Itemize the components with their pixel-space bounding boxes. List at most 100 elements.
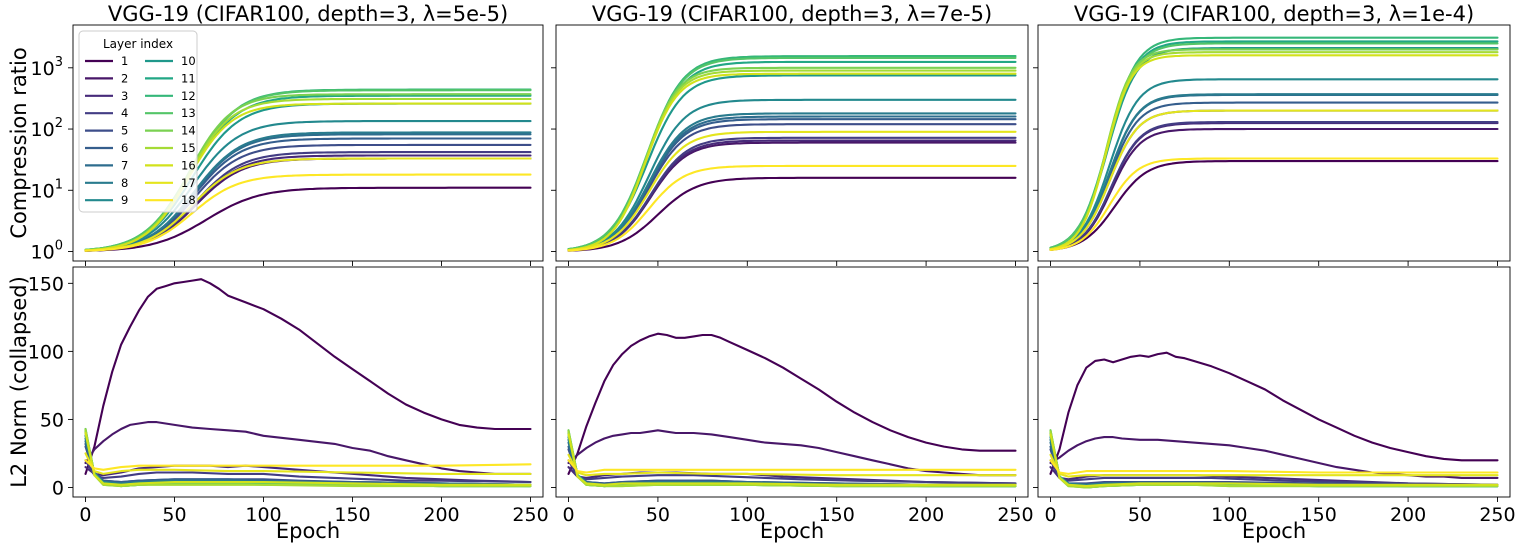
- legend-item-layer-5: 5: [85, 124, 128, 138]
- series-line-layer-16: [84, 431, 532, 486]
- legend-label: 10: [181, 54, 196, 68]
- series-line-layer-2: [1049, 127, 1499, 251]
- series-line-layer-18: [1049, 157, 1499, 252]
- panel-bottom-right: 0 50 100 150 200 250 Epoch: [1033, 266, 1516, 543]
- series-line-layer-18: [567, 164, 1017, 252]
- series-line-layer-2: [84, 421, 532, 475]
- legend-label: 17: [181, 176, 196, 190]
- series-line-layer-1: [1049, 160, 1499, 251]
- series-line-layer-16: [567, 433, 1017, 486]
- x-tick-label: 0: [562, 504, 574, 526]
- y-tick-base: 10: [31, 58, 55, 80]
- series-line-layer-17: [84, 157, 532, 252]
- legend-label: 3: [121, 89, 128, 103]
- legend-label: 13: [181, 106, 196, 120]
- legend-item-layer-8: 8: [85, 176, 128, 190]
- series-line-layer-6: [1049, 101, 1499, 251]
- panel-title: VGG-19 (CIFAR100, depth=3, λ=7e-5): [592, 2, 992, 26]
- x-tick-label: 50: [646, 504, 670, 526]
- series-line-layer-9: [84, 120, 532, 252]
- x-tick-label: 250: [997, 504, 1033, 526]
- x-tick-label: 200: [908, 504, 944, 526]
- x-axis-label: Epoch: [1242, 519, 1306, 543]
- legend-label: 2: [121, 71, 128, 85]
- series-line-layer-17: [1049, 109, 1499, 251]
- series-line-layer-18: [1049, 459, 1499, 475]
- series-line-layer-8: [567, 112, 1017, 252]
- legend-item-layer-15: 15: [145, 141, 196, 155]
- legend-label: 4: [121, 106, 128, 120]
- legend-label: 7: [121, 158, 128, 172]
- y-tick-label: 150: [28, 273, 64, 295]
- series-line-layer-3: [84, 464, 532, 484]
- legend-item-layer-10: 10: [145, 54, 196, 68]
- plot-frame: [72, 266, 544, 498]
- series-line-layer-1: [84, 278, 532, 475]
- series-line-layer-4: [1049, 459, 1499, 486]
- series-line-layer-16: [84, 102, 532, 252]
- series-line-layer-16: [1049, 433, 1499, 488]
- y-tick-exponent: 0: [55, 239, 63, 254]
- plot-frame: [1037, 266, 1511, 498]
- y-tick-base: 10: [31, 119, 55, 141]
- legend-label: 16: [181, 158, 196, 172]
- legend-item-layer-7: 7: [85, 158, 128, 172]
- legend-label: 12: [181, 89, 196, 103]
- series-line-layer-11: [567, 60, 1017, 251]
- series-line-layer-17: [84, 452, 532, 475]
- legend-item-layer-2: 2: [85, 71, 128, 85]
- series-line-layer-10: [1049, 47, 1499, 249]
- legend-item-layer-17: 17: [145, 176, 196, 190]
- series-line-layer-1: [567, 332, 1017, 475]
- x-tick-label: 50: [162, 504, 186, 526]
- legend-label: 8: [121, 176, 128, 190]
- y-tick-base: 10: [31, 180, 55, 202]
- x-tick-label: 0: [79, 504, 91, 526]
- legend-label: 15: [181, 141, 196, 155]
- legend-item-layer-14: 14: [145, 124, 196, 138]
- series-group: [84, 278, 532, 488]
- legend-item-layer-16: 16: [145, 158, 196, 172]
- series-line-layer-18: [567, 459, 1017, 474]
- series-line-layer-1: [567, 176, 1017, 252]
- y-axis-label-bottom: L2 Norm (collapsed): [7, 276, 31, 488]
- series-line-layer-5: [1049, 109, 1499, 251]
- panel-title: VGG-19 (CIFAR100, depth=3, λ=1e-4): [1074, 2, 1474, 26]
- x-tick-label: 100: [245, 504, 281, 526]
- panel-bottom-left: 0 50 100 150 200 250 Epoch 0 50 100 150: [28, 266, 549, 543]
- series-line-layer-4: [1049, 121, 1499, 251]
- legend-item-layer-12: 12: [145, 89, 196, 103]
- series-line-layer-4: [567, 136, 1017, 252]
- y-tick-label: 103: [31, 55, 63, 80]
- series-line-layer-4: [567, 459, 1017, 485]
- x-axis-label: Epoch: [276, 519, 340, 543]
- legend-item-layer-13: 13: [145, 106, 196, 120]
- y-tick-label: 102: [31, 116, 63, 141]
- y-tick-label: 0: [52, 477, 64, 499]
- x-tick-label: 100: [1211, 504, 1247, 526]
- x-tick-label: 0: [1044, 504, 1056, 526]
- y-tick-exponent: 3: [55, 55, 63, 70]
- series-line-layer-7: [84, 440, 532, 486]
- panel-top-right: VGG-19 (CIFAR100, depth=3, λ=1e-4): [1033, 2, 1511, 266]
- series-line-layer-8: [1049, 93, 1499, 251]
- legend-item-layer-18: 18: [145, 193, 196, 207]
- y-tick-label: 100: [31, 239, 63, 264]
- x-tick-label: 150: [334, 504, 370, 526]
- series-group: [567, 55, 1017, 252]
- series-line-layer-1: [84, 186, 532, 252]
- y-tick-exponent: 2: [55, 116, 63, 131]
- y-tick-label: 100: [28, 341, 64, 363]
- legend-item-layer-11: 11: [145, 71, 196, 85]
- x-tick-label: 100: [729, 504, 765, 526]
- panel-title: VGG-19 (CIFAR100, depth=3, λ=5e-5): [108, 2, 508, 26]
- legend-label: 1: [121, 54, 128, 68]
- series-line-layer-17: [567, 453, 1017, 477]
- plot-frame: [72, 24, 544, 262]
- legend-label: 5: [121, 124, 128, 138]
- series-line-layer-9: [1049, 78, 1499, 250]
